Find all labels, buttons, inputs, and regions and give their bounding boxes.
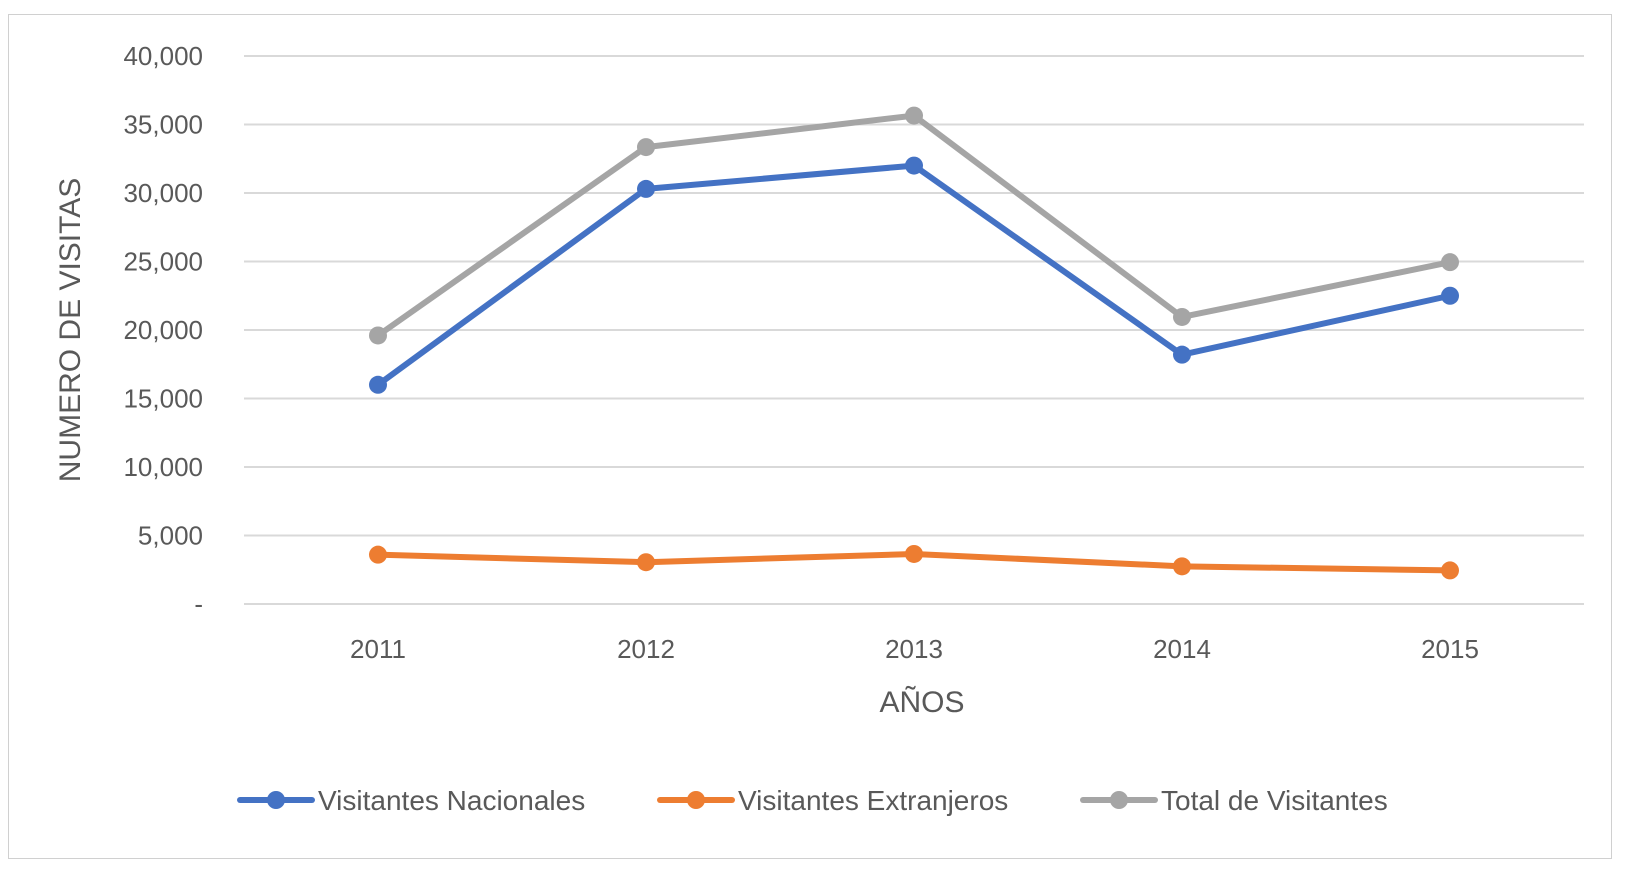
data-point bbox=[1173, 307, 1191, 326]
x-tick-label: 2011 bbox=[350, 634, 406, 664]
legend-swatch-marker bbox=[1110, 791, 1128, 809]
x-axis-title: AÑOS bbox=[879, 685, 964, 719]
data-point bbox=[369, 545, 387, 564]
series-visitantes-nacionales bbox=[369, 156, 1459, 394]
x-tick-label: 2012 bbox=[617, 634, 675, 664]
data-point bbox=[1173, 345, 1191, 364]
data-point bbox=[637, 179, 655, 198]
y-tick-label: 30,000 bbox=[123, 178, 203, 208]
legend-item: Visitantes Extranjeros bbox=[657, 785, 1008, 816]
data-point bbox=[637, 553, 655, 572]
data-point bbox=[905, 106, 923, 125]
series-lines bbox=[369, 106, 1459, 580]
x-tick-label: 2014 bbox=[1153, 634, 1211, 664]
legend: Visitantes Nacionales Visitantes Extranje… bbox=[237, 785, 1388, 816]
series-line bbox=[375, 112, 1453, 339]
y-tick-label: 20,000 bbox=[123, 315, 203, 345]
data-point bbox=[905, 544, 923, 563]
legend-swatch-marker bbox=[267, 791, 285, 809]
x-tick-label: 2013 bbox=[885, 634, 943, 664]
legend-swatch-marker bbox=[687, 791, 705, 809]
legend-item: Visitantes Nacionales bbox=[237, 785, 585, 816]
chart-frame bbox=[8, 14, 1612, 859]
series-total-de-visitantes bbox=[369, 106, 1459, 345]
y-tick-label: 40,000 bbox=[123, 41, 203, 71]
data-point bbox=[637, 138, 655, 157]
legend-label: Visitantes Nacionales bbox=[318, 785, 585, 816]
x-axis-ticks: 2011 2012 2013 2014 2015 bbox=[350, 634, 1479, 664]
data-point bbox=[1441, 561, 1459, 580]
legend-label: Visitantes Extranjeros bbox=[738, 785, 1008, 816]
y-tick-label: 15,000 bbox=[123, 384, 203, 414]
series-line bbox=[375, 162, 1453, 388]
legend-label: Total de Visitantes bbox=[1161, 785, 1388, 816]
y-tick-label: 25,000 bbox=[123, 247, 203, 277]
data-point bbox=[1441, 253, 1459, 272]
y-axis-title: NUMERO DE VISITAS bbox=[54, 178, 87, 482]
data-point bbox=[1441, 286, 1459, 305]
legend-item: Total de Visitantes bbox=[1080, 785, 1388, 816]
data-point bbox=[1173, 557, 1191, 576]
y-axis-ticks: - 5,000 10,000 15,000 20,000 25,000 30,000 35,0… bbox=[123, 41, 203, 619]
y-tick-label: 35,000 bbox=[123, 110, 203, 140]
y-tick-label: - bbox=[194, 589, 203, 619]
data-point bbox=[905, 156, 923, 175]
gridlines bbox=[244, 55, 1584, 605]
series-visitantes-extranjeros bbox=[369, 544, 1459, 580]
data-point bbox=[369, 375, 387, 394]
data-point bbox=[369, 326, 387, 345]
y-tick-label: 10,000 bbox=[123, 452, 203, 482]
x-tick-label: 2015 bbox=[1421, 634, 1479, 664]
y-tick-label: 5,000 bbox=[138, 521, 203, 551]
